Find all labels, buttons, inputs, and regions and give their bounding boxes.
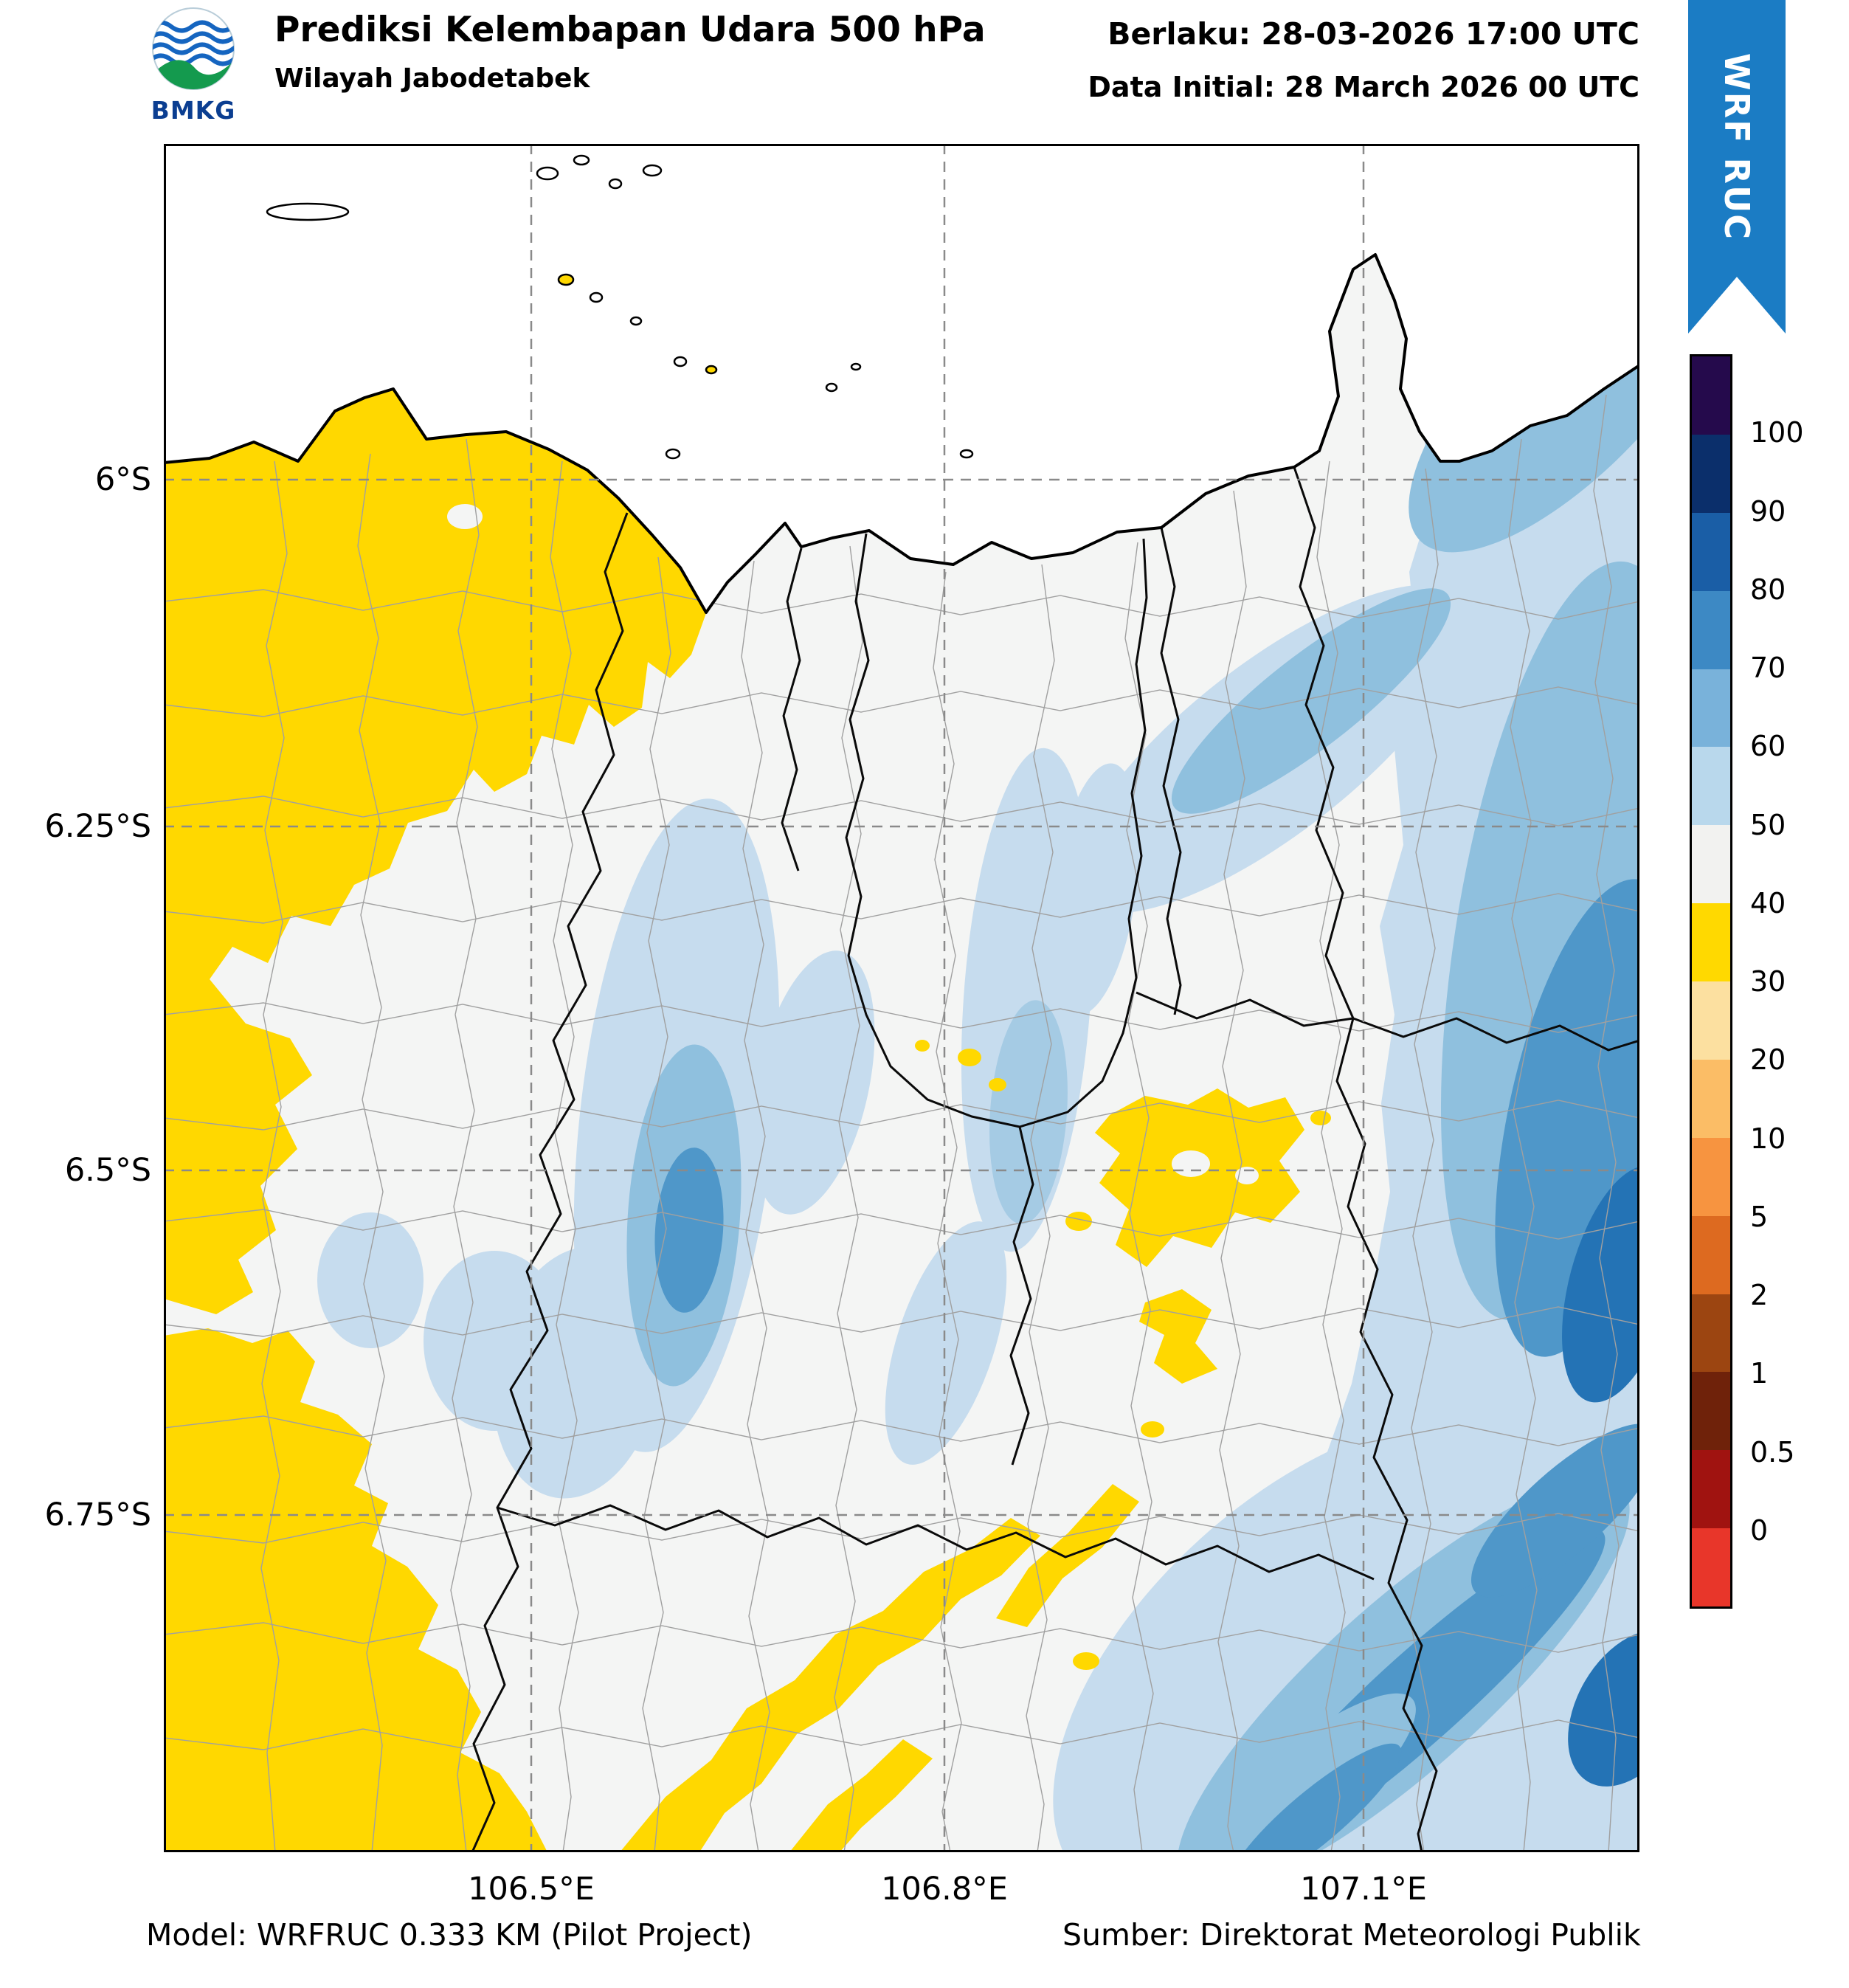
colorbar-segment <box>1692 1528 1730 1606</box>
colorbar-tick-label: 0 <box>1750 1514 1769 1547</box>
humidity-yellow-layer <box>164 380 1331 1852</box>
colorbar-segment <box>1692 1137 1730 1216</box>
colorbar-tick-label: 10 <box>1750 1122 1786 1155</box>
wrf-ruc-ribbon: WRF RUC <box>1688 0 1786 334</box>
colorbar-segment <box>1692 1215 1730 1294</box>
colorbar <box>1690 354 1732 1609</box>
y-tick-label: 6.75°S <box>44 1497 151 1533</box>
gridlines <box>164 144 1639 1852</box>
colorbar-tick-label: 30 <box>1750 965 1786 998</box>
bmkg-logo-text: BMKG <box>151 96 236 125</box>
sea-layer <box>164 144 1639 614</box>
header-titles: Prediksi Kelembapan Udara 500 hPa Wilaya… <box>274 10 986 94</box>
colorbar-segment <box>1692 669 1730 748</box>
colorbar-segment <box>1692 434 1730 513</box>
colorbar-segment <box>1692 981 1730 1060</box>
y-tick-label: 6.25°S <box>44 808 151 845</box>
data-initial-label: Data Initial: 28 March 2026 00 UTC <box>1088 71 1639 103</box>
coastline <box>164 253 1639 614</box>
colorbar-tick-label: 5 <box>1750 1201 1769 1233</box>
bmkg-logo-icon <box>152 7 235 90</box>
admin-boundaries-layer <box>471 466 1639 1852</box>
colorbar-tick-label: 90 <box>1750 495 1786 528</box>
map-plot <box>164 144 1639 1852</box>
colorbar-tick-label: 20 <box>1750 1043 1786 1076</box>
x-tick-label: 106.8°E <box>881 1871 1008 1908</box>
colorbar-tick-label: 100 <box>1750 416 1804 449</box>
colorbar-segment <box>1692 590 1730 669</box>
y-tick-label: 6.5°S <box>64 1152 151 1189</box>
colorbar-tick-label: 40 <box>1750 887 1786 919</box>
colorbar-segment <box>1692 903 1730 981</box>
colorbar-segment <box>1692 356 1730 435</box>
x-tick-label: 106.5°E <box>468 1871 595 1908</box>
footer-source-text: Sumber: Direktorat Meteorologi Publik <box>1062 1917 1641 1953</box>
page-title: Prediksi Kelembapan Udara 500 hPa <box>274 10 986 50</box>
colorbar-segment <box>1692 1294 1730 1373</box>
colorbar-tick-label: 80 <box>1750 573 1786 606</box>
colorbar-segment <box>1692 1059 1730 1138</box>
bmkg-logo: BMKG <box>145 4 242 125</box>
colorbar-tick-label: 60 <box>1750 730 1786 762</box>
colorbar-tick-label: 70 <box>1750 652 1786 684</box>
y-tick-label: 6°S <box>94 461 151 498</box>
colorbar-segment <box>1692 1450 1730 1529</box>
x-tick-label: 107.1°E <box>1300 1871 1427 1908</box>
colorbar-tick-label: 2 <box>1750 1279 1769 1311</box>
village-boundaries-layer <box>164 394 1639 1852</box>
colorbar-segment <box>1692 825 1730 904</box>
colorbar-tick-label: 50 <box>1750 809 1786 841</box>
page-subtitle: Wilayah Jabodetabek <box>274 63 590 94</box>
colorbar-tick-label: 1 <box>1750 1357 1769 1390</box>
islands <box>266 154 974 460</box>
ribbon-label: WRF RUC <box>1717 52 1757 241</box>
footer-model-text: Model: WRFRUC 0.333 KM (Pilot Project) <box>146 1917 753 1953</box>
humidity-map <box>164 144 1639 1852</box>
valid-time-label: Berlaku: 28-03-2026 17:00 UTC <box>1107 16 1639 52</box>
colorbar-segment <box>1692 747 1730 826</box>
header-meta: Berlaku: 28-03-2026 17:00 UTC Data Initi… <box>1088 16 1639 103</box>
colorbar-segment <box>1692 1372 1730 1451</box>
colorbar-tick-label: 0.5 <box>1750 1436 1795 1468</box>
map-frame <box>164 144 1639 1852</box>
colorbar-segment <box>1692 512 1730 591</box>
